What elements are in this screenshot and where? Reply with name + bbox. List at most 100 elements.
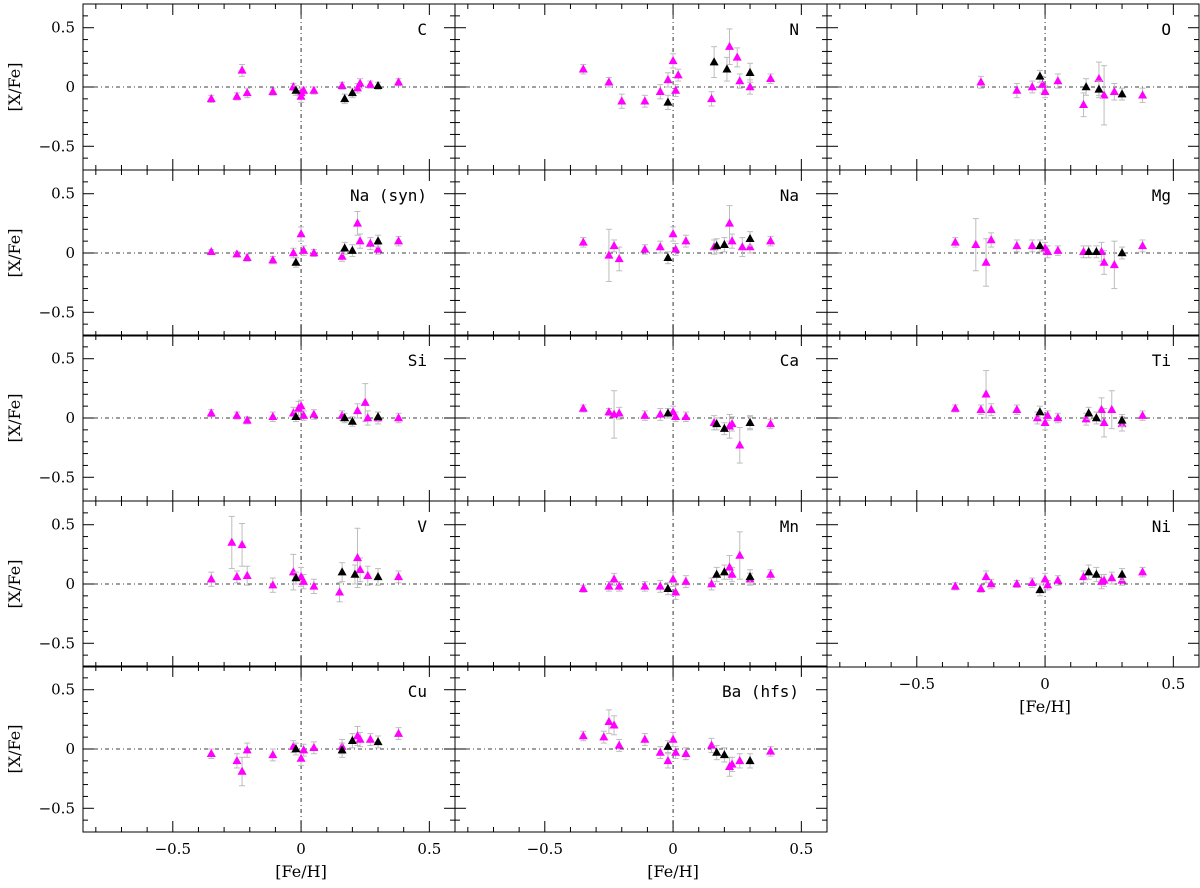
- magenta-point: [976, 77, 986, 86]
- magenta-point: [365, 79, 375, 88]
- black-point: [373, 236, 383, 245]
- black-point: [712, 569, 722, 578]
- magenta-point: [681, 576, 691, 585]
- magenta-point: [1027, 241, 1037, 250]
- magenta-point: [1053, 76, 1063, 85]
- magenta-point: [232, 572, 242, 581]
- magenta-point: [976, 583, 986, 592]
- y-tick-label: 0.5: [51, 185, 75, 203]
- panel-label: Ba (hfs): [722, 682, 799, 701]
- magenta-point: [268, 750, 278, 759]
- magenta-point: [206, 408, 216, 417]
- x-tick-label: 0.5: [417, 840, 441, 858]
- panel-label: Na: [780, 186, 799, 205]
- magenta-point: [206, 246, 216, 256]
- y-axis-label: [X/Fe]: [5, 394, 24, 443]
- magenta-point: [986, 404, 996, 413]
- black-point: [291, 573, 301, 582]
- x-axis-label: [Fe/H]: [647, 862, 699, 881]
- black-point: [1035, 71, 1045, 80]
- black-point: [347, 416, 357, 425]
- magenta-point: [237, 65, 247, 74]
- panel-label: Ti: [1152, 351, 1171, 370]
- magenta-point: [766, 73, 776, 82]
- magenta-point: [206, 93, 216, 103]
- magenta-point: [655, 409, 665, 418]
- magenta-point: [640, 410, 650, 419]
- black-point: [1117, 569, 1127, 578]
- black-point: [1035, 407, 1045, 416]
- y-tick-label: −0.5: [39, 137, 75, 155]
- black-point: [663, 741, 673, 750]
- black-point: [1035, 241, 1045, 250]
- magenta-point: [227, 537, 237, 546]
- y-tick-label: 0.5: [51, 350, 75, 368]
- magenta-point: [309, 409, 319, 418]
- magenta-point: [599, 732, 609, 741]
- magenta-point: [353, 406, 363, 415]
- magenta-point: [1109, 259, 1119, 269]
- black-point: [340, 413, 350, 422]
- y-axis-label: [X/Fe]: [5, 560, 24, 609]
- magenta-point: [1099, 575, 1109, 584]
- panel-label: Ca: [780, 351, 799, 370]
- magenta-point: [299, 410, 309, 419]
- panel-ni: −0.5 0 0.5 [Fe/H] Ni: [826, 500, 1200, 716]
- magenta-point: [950, 581, 960, 590]
- magenta-point: [353, 218, 363, 227]
- magenta-point: [1109, 86, 1119, 95]
- magenta-point: [1099, 90, 1109, 99]
- magenta-point: [671, 747, 681, 756]
- black-point: [291, 257, 301, 266]
- magenta-point: [288, 248, 298, 257]
- magenta-point: [232, 249, 242, 258]
- y-axis-label: [X/Fe]: [5, 229, 24, 278]
- magenta-point: [1053, 575, 1063, 584]
- magenta-point: [707, 93, 717, 103]
- magenta-point: [242, 88, 252, 97]
- magenta-point: [609, 720, 619, 729]
- x-tick-label: 0.5: [789, 840, 813, 858]
- magenta-point: [1138, 567, 1148, 576]
- magenta-point: [1107, 404, 1117, 413]
- panel-label: Mg: [1152, 186, 1171, 205]
- y-tick-label: 0: [65, 78, 75, 96]
- magenta-point: [981, 572, 991, 581]
- black-point: [663, 97, 673, 106]
- panel-label: N: [789, 20, 799, 39]
- magenta-point: [578, 64, 588, 73]
- black-point: [340, 243, 350, 252]
- black-point: [722, 64, 732, 73]
- magenta-point: [296, 753, 306, 762]
- magenta-point: [232, 410, 242, 419]
- y-tick-label: −0.5: [39, 468, 75, 486]
- black-point: [719, 423, 729, 432]
- magenta-point: [673, 70, 683, 79]
- magenta-point: [727, 236, 737, 245]
- black-point: [1091, 413, 1101, 422]
- magenta-point: [1138, 410, 1148, 419]
- magenta-point: [766, 419, 776, 428]
- black-point: [373, 80, 383, 90]
- magenta-point: [655, 242, 665, 251]
- magenta-point: [353, 553, 363, 562]
- black-point: [291, 411, 301, 421]
- magenta-point: [1027, 82, 1037, 91]
- panel-o: O: [826, 3, 1200, 171]
- x-axis-label: [Fe/H]: [275, 862, 327, 881]
- magenta-point: [299, 245, 309, 254]
- magenta-point: [242, 570, 252, 579]
- magenta-point: [394, 728, 404, 737]
- magenta-point: [353, 83, 363, 92]
- panel-na: Na: [454, 169, 828, 337]
- black-point: [745, 572, 755, 581]
- magenta-point: [268, 411, 278, 421]
- black-point: [373, 737, 383, 746]
- x-tick-label: 0: [296, 840, 306, 858]
- panel-label: Ni: [1152, 517, 1171, 536]
- y-tick-label: 0: [65, 244, 75, 262]
- panel-label: V: [417, 517, 427, 536]
- magenta-point: [1043, 410, 1053, 419]
- y-tick-label: −0.5: [39, 303, 75, 321]
- y-tick-label: 0.5: [51, 516, 75, 534]
